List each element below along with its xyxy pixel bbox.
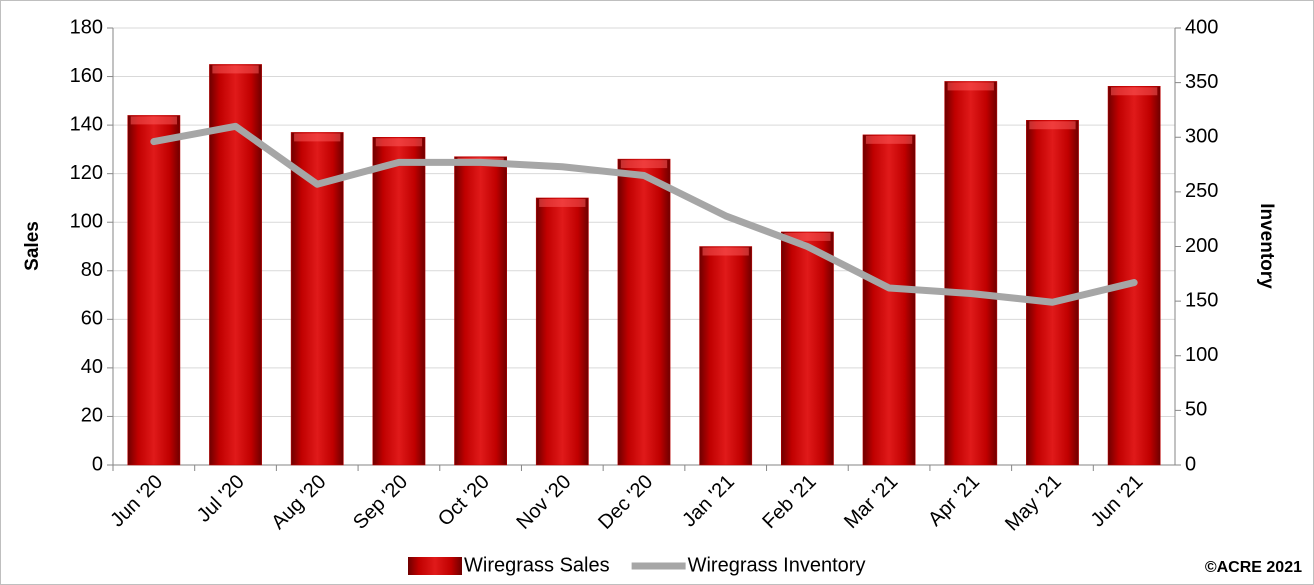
- bar-top: [620, 160, 668, 169]
- bar: [1107, 86, 1161, 466]
- y2-axis-title: Inventory: [1256, 203, 1277, 289]
- y-tick-label: 40: [81, 356, 103, 378]
- legend-label: Wiregrass Inventory: [688, 554, 866, 576]
- bar: [290, 132, 344, 466]
- bar-top: [1029, 121, 1076, 130]
- line: [150, 122, 1138, 306]
- bar: [944, 81, 998, 466]
- bar-top: [947, 82, 994, 91]
- y2-tick-label: 400: [1185, 16, 1218, 38]
- bar-top: [1111, 87, 1158, 96]
- bar-top: [375, 138, 423, 147]
- bar: [454, 156, 508, 466]
- y2-tick-label: 350: [1185, 71, 1218, 93]
- y2-tick-label: 200: [1185, 235, 1218, 257]
- y-tick-label: 160: [70, 65, 103, 87]
- copyright: ©ACRE 2021: [1205, 559, 1302, 576]
- y2-tick-label: 300: [1185, 126, 1218, 148]
- bar: [127, 115, 181, 466]
- y2-tick-label: 50: [1185, 399, 1207, 421]
- y-axis-title: Sales: [22, 221, 43, 271]
- y2-tick-label: 250: [1185, 180, 1218, 202]
- bar: [1026, 120, 1079, 466]
- y-tick-label: 140: [70, 113, 103, 135]
- legend-label: Wiregrass Sales: [464, 554, 610, 576]
- bar-top: [539, 198, 586, 207]
- y-tick-label: 20: [81, 405, 103, 427]
- y-tick-label: 80: [81, 259, 103, 281]
- y-tick-label: 60: [81, 308, 103, 330]
- y-tick-label: 0: [92, 453, 103, 475]
- y2-tick-label: 100: [1185, 344, 1218, 366]
- bar: [617, 158, 671, 466]
- bar: [862, 134, 916, 466]
- bar-top: [130, 116, 177, 125]
- bar: [699, 246, 753, 466]
- bar-top: [212, 65, 259, 74]
- bar: [372, 137, 426, 466]
- bar-top: [784, 232, 831, 241]
- y-tick-label: 120: [70, 162, 103, 184]
- bar-top: [294, 133, 341, 142]
- y-tick-label: 180: [70, 16, 103, 38]
- legend-swatch: [408, 557, 462, 575]
- y2-tick-label: 150: [1185, 289, 1218, 311]
- y-tick-label: 100: [70, 211, 103, 233]
- bar: [535, 197, 589, 466]
- y2-tick-label: 0: [1185, 453, 1196, 475]
- bar-top: [702, 247, 749, 256]
- bar-top: [865, 135, 913, 144]
- bar: [780, 231, 834, 466]
